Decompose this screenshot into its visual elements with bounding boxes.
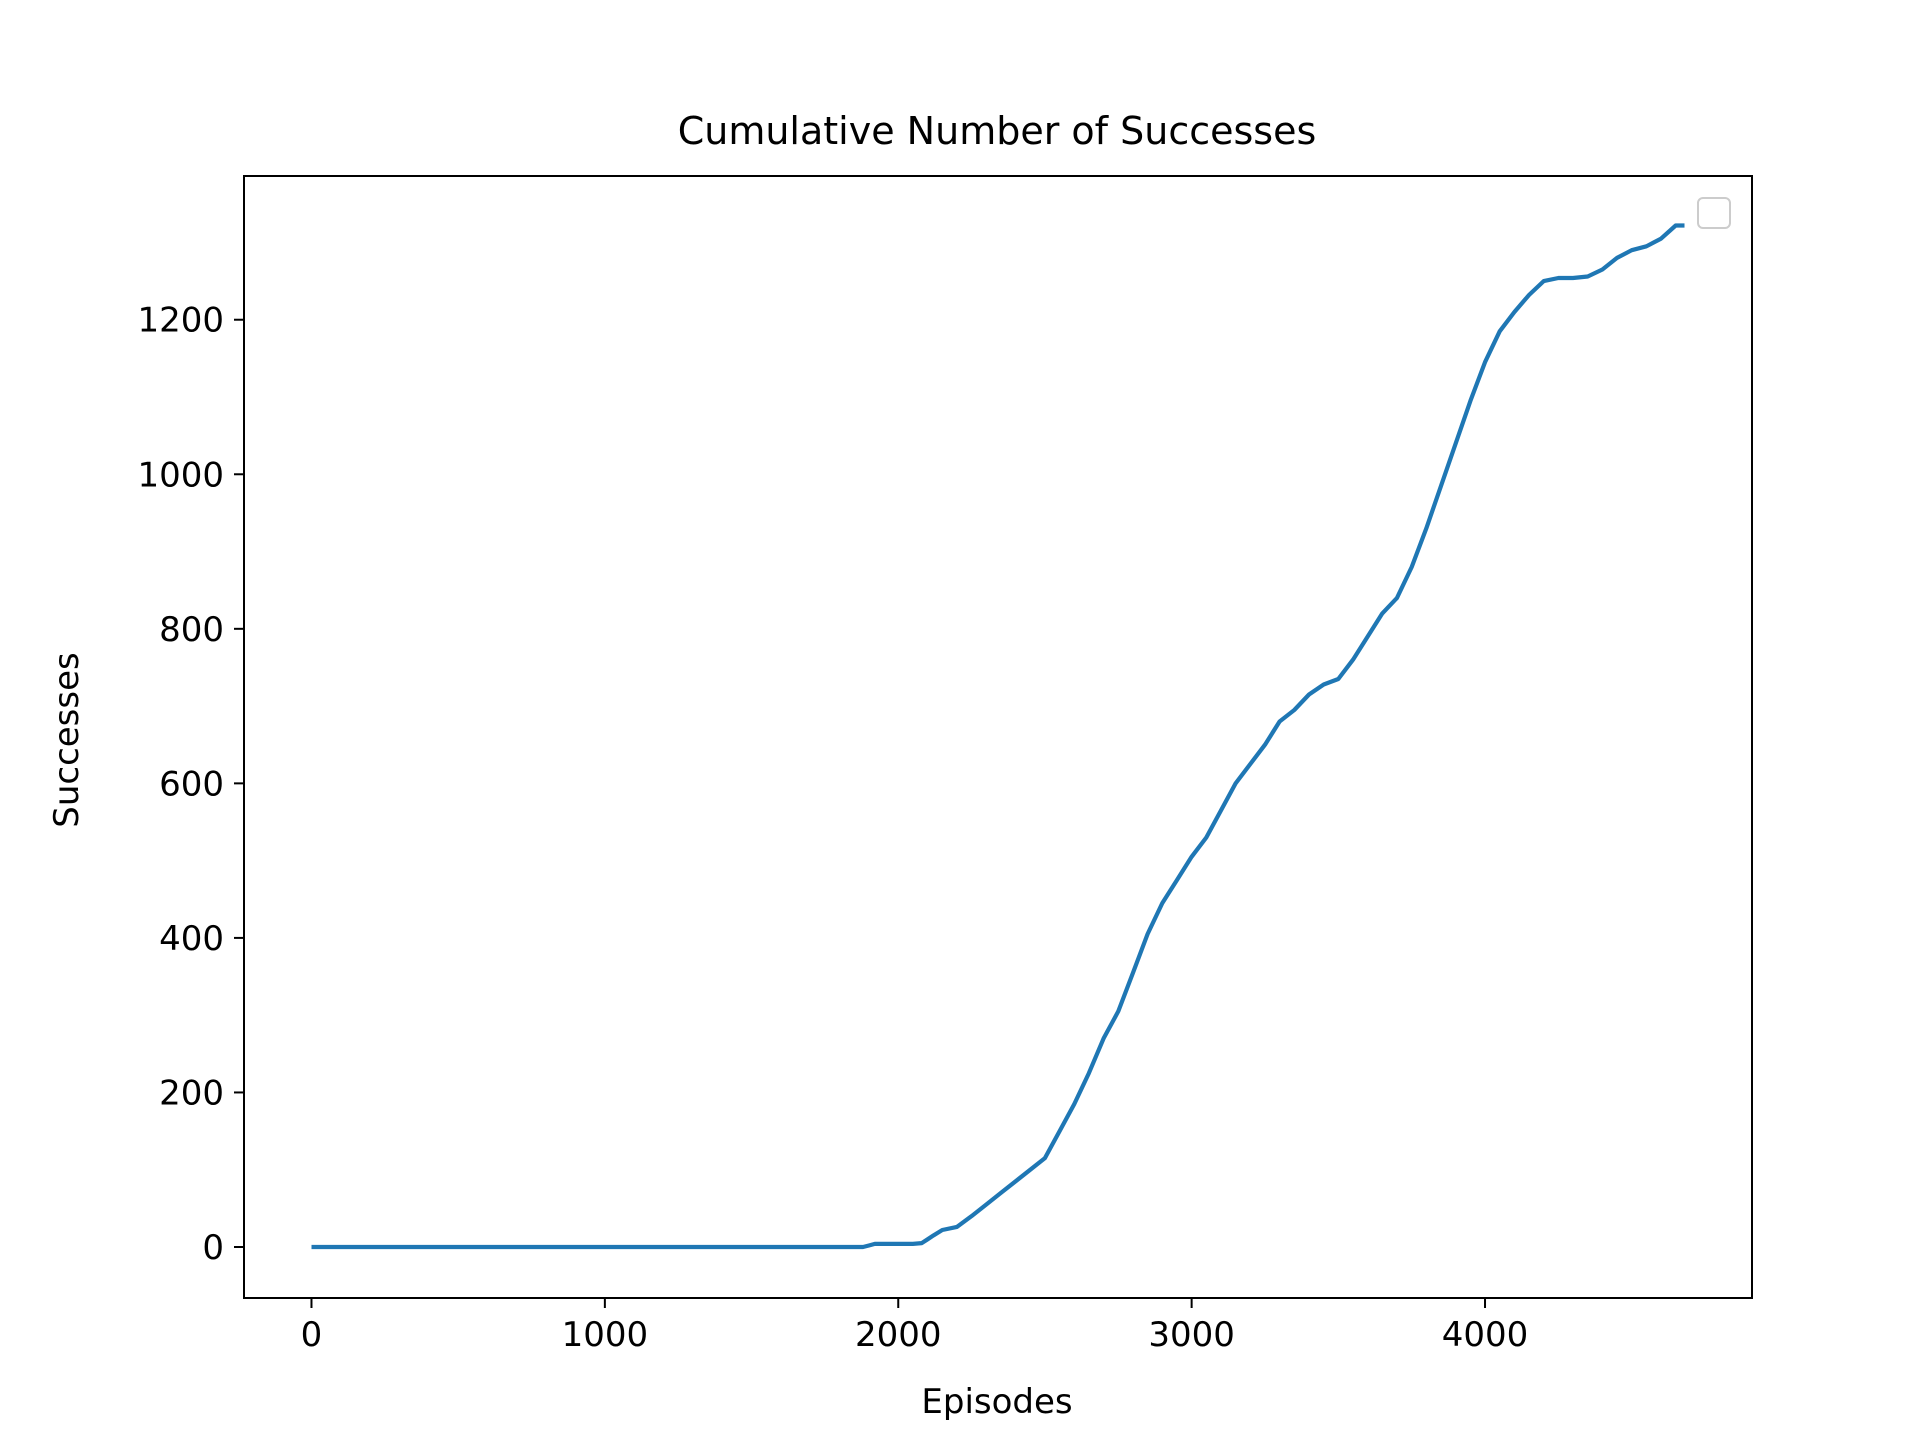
chart-title: Cumulative Number of Successes — [678, 109, 1317, 153]
y-tick-label: 800 — [159, 610, 224, 650]
plot-area: 0 1000 2000 3000 4000 0 200 400 600 800 1000 1200 — [137, 175, 1753, 1355]
y-tick-label: 1000 — [137, 455, 224, 495]
x-axis-label: Episodes — [921, 1382, 1072, 1422]
plot-frame — [243, 175, 1753, 1299]
y-tick-label: 1200 — [137, 301, 224, 341]
series-line — [311, 223, 1685, 1250]
x-tick-label: 3000 — [1148, 1315, 1235, 1355]
y-tick-label: 400 — [159, 919, 224, 959]
x-tick-label: 0 — [301, 1315, 323, 1355]
y-tick-label: 600 — [159, 764, 224, 804]
y-tick-label: 0 — [202, 1228, 224, 1268]
x-tick-label: 2000 — [855, 1315, 942, 1355]
y-tick-label: 200 — [159, 1073, 224, 1113]
y-axis-label: Successes — [47, 652, 87, 828]
legend-box — [1697, 197, 1731, 229]
x-tick-label: 4000 — [1442, 1315, 1529, 1355]
x-tick-label: 1000 — [562, 1315, 649, 1355]
